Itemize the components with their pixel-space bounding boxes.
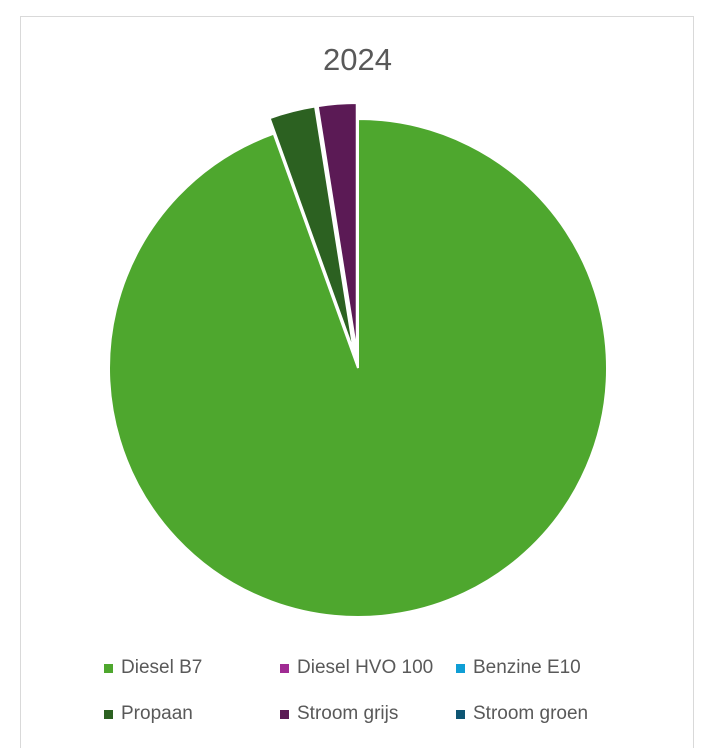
legend-item-propaan: Propaan <box>104 702 193 726</box>
legend-swatch-diesel-hvo-100 <box>280 663 289 673</box>
legend-label-diesel-b7: Diesel B7 <box>121 657 203 678</box>
legend-item-diesel-b7: Diesel B7 <box>104 656 202 680</box>
legend-row-2: Propaan Stroom grijs Stroom groen <box>0 702 703 726</box>
legend-swatch-propaan <box>104 709 113 719</box>
legend-swatch-stroom-groen <box>456 709 465 719</box>
pie-slice-stroom-grijs <box>316 102 358 353</box>
legend-label-diesel-hvo-100: Diesel HVO 100 <box>297 657 434 678</box>
legend-label-stroom-grijs: Stroom grijs <box>297 703 399 724</box>
pie-slice-propaan <box>268 105 356 353</box>
legend-row-1: Diesel B7 Diesel HVO 100 Benzine E10 <box>0 656 703 680</box>
chart-title: 2024 <box>323 42 392 77</box>
legend-item-stroom-groen: Stroom groen <box>456 702 588 726</box>
legend-label-benzine-e10: Benzine E10 <box>473 657 581 678</box>
legend-item-stroom-grijs: Stroom grijs <box>280 702 398 726</box>
legend-swatch-diesel-b7 <box>104 663 113 673</box>
pie-slice-diesel-b7 <box>108 117 608 618</box>
legend-swatch-stroom-grijs <box>280 709 289 719</box>
legend-label-stroom-groen: Stroom groen <box>473 703 589 724</box>
legend-item-benzine-e10: Benzine E10 <box>456 656 581 680</box>
legend-item-diesel-hvo-100: Diesel HVO 100 <box>280 656 433 680</box>
legend-swatch-benzine-e10 <box>456 663 465 673</box>
legend-label-propaan: Propaan <box>121 703 193 724</box>
